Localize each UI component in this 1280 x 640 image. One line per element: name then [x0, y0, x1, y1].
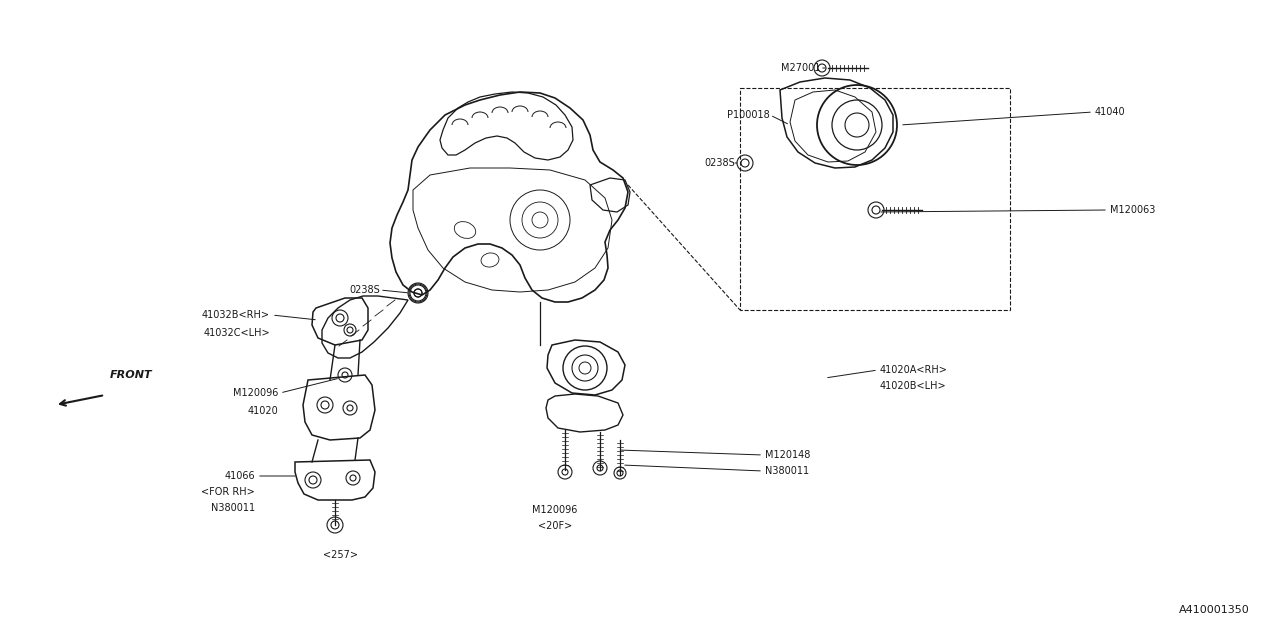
Text: 41032B<RH>: 41032B<RH>	[202, 310, 270, 320]
Text: <FOR RH>: <FOR RH>	[201, 487, 255, 497]
Text: M120063: M120063	[1110, 205, 1156, 215]
Text: N380011: N380011	[765, 466, 809, 476]
Text: 41020B<LH>: 41020B<LH>	[881, 381, 947, 391]
Text: M27001: M27001	[781, 63, 820, 73]
Text: A410001350: A410001350	[1179, 605, 1251, 615]
Text: 41066: 41066	[224, 471, 255, 481]
Text: P100018: P100018	[727, 110, 771, 120]
Text: 41040: 41040	[1094, 107, 1125, 117]
Text: <20F>: <20F>	[538, 521, 572, 531]
Text: 41020: 41020	[247, 406, 278, 416]
Text: 0238S: 0238S	[349, 285, 380, 295]
Text: 41032C<LH>: 41032C<LH>	[204, 328, 270, 338]
Text: FRONT: FRONT	[110, 370, 152, 380]
Text: N380011: N380011	[211, 503, 255, 513]
Text: M120148: M120148	[765, 450, 810, 460]
Text: 41020A<RH>: 41020A<RH>	[881, 365, 948, 375]
Text: M120096: M120096	[233, 388, 278, 398]
Text: 0238S: 0238S	[704, 158, 735, 168]
Text: <257>: <257>	[323, 550, 357, 560]
Text: M120096: M120096	[532, 505, 577, 515]
